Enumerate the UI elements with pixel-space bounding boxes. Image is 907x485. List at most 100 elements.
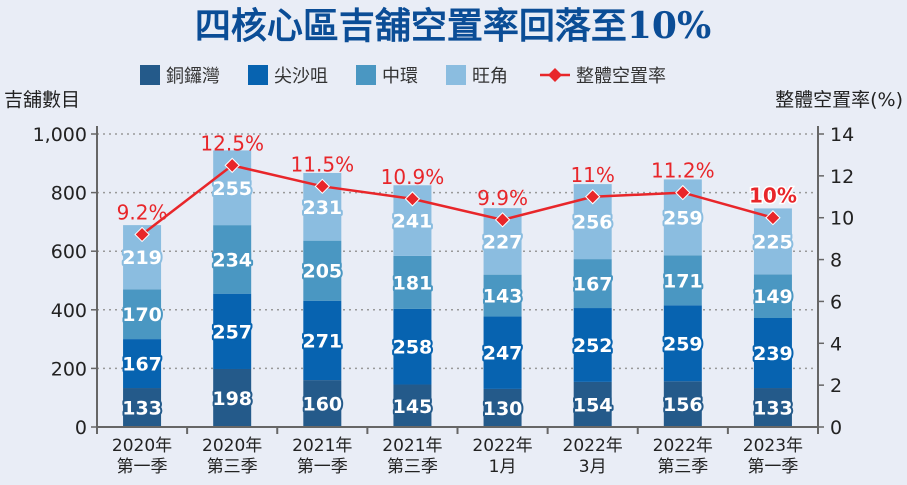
bar-value-label: 156: [663, 394, 703, 416]
bar-value-label: 181: [393, 272, 433, 294]
bar-segment: [393, 384, 432, 427]
vacancy-rate-label: 9.2%: [117, 200, 168, 224]
vacancy-rate-label: 11.5%: [291, 152, 355, 176]
x-tick-label: 第三季: [207, 457, 258, 477]
x-tick-label: 2020年: [202, 436, 262, 456]
y-tick-label: 0: [75, 417, 87, 439]
bar-segment: [123, 339, 162, 389]
x-tick-label: 2020年: [112, 436, 172, 456]
legend-swatch: [446, 65, 466, 85]
bar-value-label: 257: [212, 321, 252, 343]
y-tick-label: 600: [51, 241, 87, 263]
bar-value-label: 259: [663, 207, 703, 229]
bar-value-label: 171: [663, 270, 703, 292]
vacancy-rate-point: [224, 157, 240, 174]
vacancy-rate-point: [314, 178, 331, 195]
bar-segment: [753, 388, 792, 427]
bar-segment: [123, 289, 162, 340]
bar-segment: [123, 388, 162, 427]
bar-segment: [663, 255, 702, 306]
x-tick-label: 1月: [489, 457, 517, 477]
x-tick-label: 第一季: [297, 457, 348, 477]
vacancy-rate-label: 9.9%: [477, 186, 528, 210]
bar-segment: [483, 274, 522, 317]
bar-value-label: 252: [573, 335, 613, 357]
vacancy-rate-label: 10.9%: [381, 165, 445, 189]
bar-value-label: 231: [302, 197, 342, 219]
bar-segment: [303, 300, 342, 381]
legend-label: 尖沙咀: [274, 66, 328, 87]
x-tick-label: 2021年: [292, 436, 352, 456]
bar-value-label: 145: [393, 396, 433, 418]
legend-diamond-icon: [548, 68, 562, 82]
bar-segment: [483, 388, 522, 427]
legend-label: 中環: [382, 66, 418, 87]
bar-value-label: 255: [212, 178, 252, 200]
x-tick-label: 2022年: [563, 436, 623, 456]
bar-segment: [573, 259, 612, 309]
vacancy-rate-point: [494, 212, 511, 228]
bar-value-label: 167: [573, 274, 613, 296]
bar-segment: [663, 305, 702, 382]
y2-tick-label: 12: [830, 166, 854, 188]
bar-segment: [213, 225, 252, 294]
x-tick-label: 3月: [579, 457, 607, 477]
bar-segment: [213, 368, 252, 427]
y-tick-label: 800: [51, 183, 87, 205]
bar-value-label: 225: [753, 231, 793, 253]
vacancy-rate-label: 12.5%: [200, 131, 264, 155]
y2-tick-label: 2: [830, 375, 842, 397]
vacancy-rate-point: [404, 191, 421, 207]
bar-segment: [573, 308, 612, 382]
vacancy-rate-point: [584, 189, 601, 205]
y2-tick-label: 14: [830, 124, 854, 146]
vacancy-rate-point: [675, 184, 691, 201]
bar-value-label: 133: [753, 398, 793, 420]
y2-tick-label: 10: [830, 208, 854, 230]
bar-value-label: 259: [663, 333, 703, 355]
bar-value-label: 143: [483, 286, 523, 308]
bar-value-label: 239: [753, 343, 793, 365]
bar-value-label: 167: [122, 354, 162, 376]
bar-value-label: 258: [393, 337, 433, 359]
bar-segment: [393, 308, 432, 385]
bar-value-label: 271: [302, 330, 342, 352]
x-tick-label: 第一季: [117, 457, 168, 477]
x-tick-label: 2023年: [743, 436, 803, 456]
legend-label: 整體空置率: [576, 66, 666, 87]
x-tick-label: 2021年: [382, 436, 442, 456]
legend-swatch: [356, 65, 376, 85]
bar-value-label: 133: [122, 398, 162, 420]
x-tick-label: 2022年: [653, 436, 713, 456]
y2-tick-label: 4: [830, 333, 842, 355]
y2-tick-label: 6: [830, 291, 842, 313]
bar-segment: [213, 293, 252, 369]
bar-value-label: 256: [573, 212, 613, 234]
bar-value-label: 149: [753, 286, 793, 308]
y2-tick-label: 8: [830, 250, 842, 272]
vacancy-rate-label: 11.2%: [651, 159, 715, 183]
legend-label: 旺角: [472, 66, 508, 87]
bar-value-label: 227: [483, 231, 523, 253]
bar-value-label: 154: [573, 394, 613, 416]
bar-segment: [753, 274, 792, 319]
bar-value-label: 130: [483, 398, 523, 420]
legend-label: 銅鑼灣: [166, 66, 220, 87]
bar-value-label: 219: [122, 247, 162, 269]
legend: 銅鑼灣 尖沙咀 中環 旺角 整體空置率: [140, 65, 666, 87]
bar-segment: [303, 380, 342, 427]
chart-title: 四核心區吉舖空置率回落至10%: [195, 5, 711, 47]
vacancy-rate-point: [134, 226, 150, 243]
y-tick-label: 1,000: [33, 124, 87, 146]
bar-value-label: 198: [212, 388, 252, 410]
bar-value-label: 241: [393, 211, 433, 233]
bar-segment: [753, 318, 792, 389]
bar-segment: [393, 255, 432, 309]
bar-value-label: 160: [302, 394, 342, 416]
legend-swatch: [248, 65, 268, 85]
bar-segment: [483, 316, 522, 389]
x-tick-label: 2022年: [472, 436, 532, 456]
vacancy-rate-point: [765, 210, 781, 226]
x-tick-label: 第三季: [387, 457, 438, 477]
